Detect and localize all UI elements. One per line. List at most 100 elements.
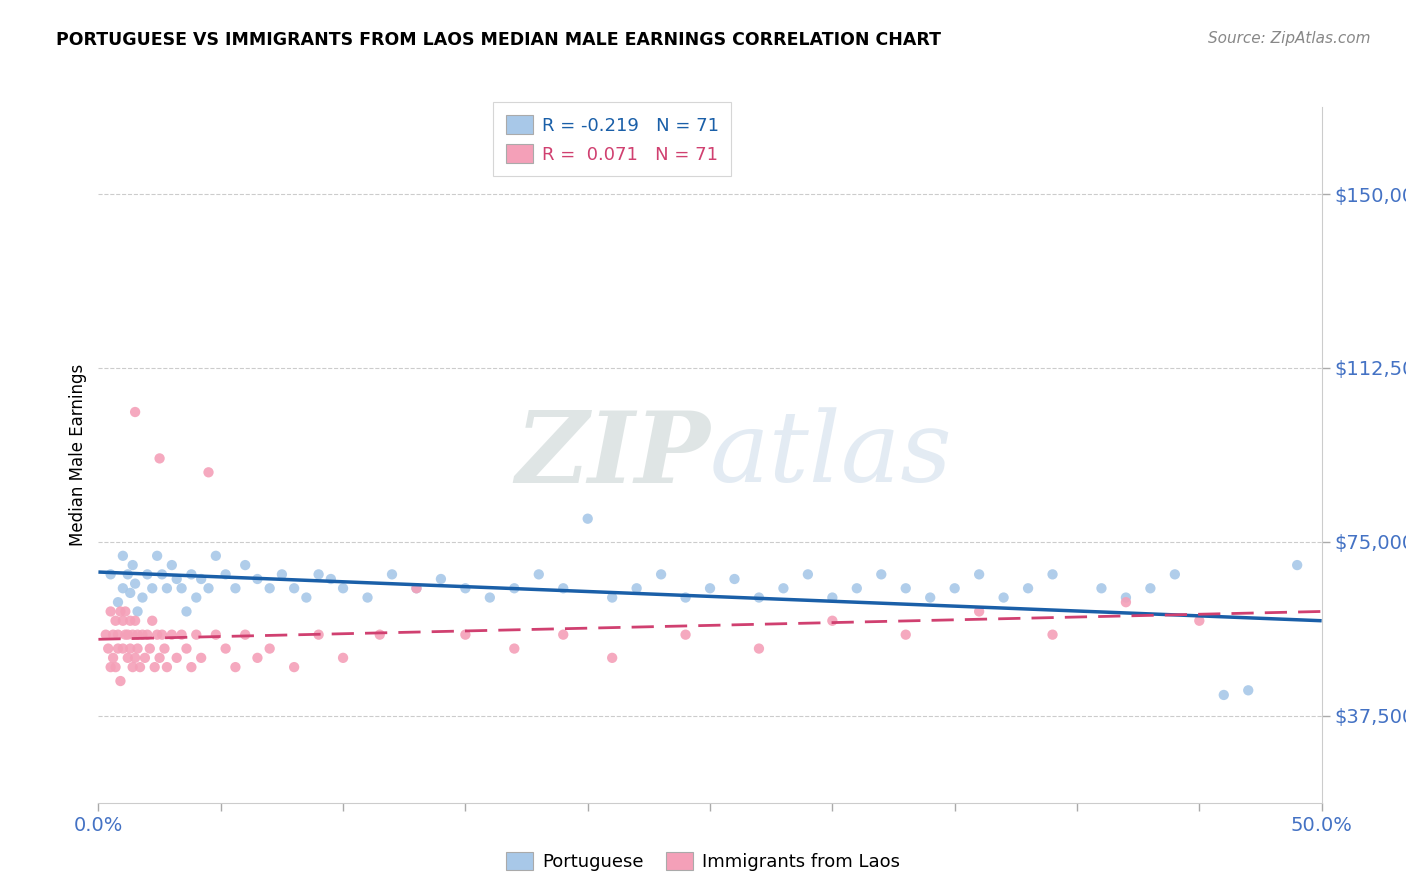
Point bbox=[111, 641, 134, 656]
Point bbox=[283, 660, 305, 674]
Point bbox=[748, 641, 770, 656]
Point bbox=[176, 641, 198, 656]
Point bbox=[405, 582, 427, 596]
Point bbox=[1164, 567, 1187, 582]
Y-axis label: Median Male Earnings: Median Male Earnings bbox=[69, 364, 87, 546]
Point bbox=[186, 591, 208, 605]
Point bbox=[117, 628, 139, 642]
Point bbox=[894, 628, 917, 642]
Point bbox=[146, 549, 169, 563]
Point bbox=[308, 628, 330, 642]
Point bbox=[124, 614, 146, 628]
Point bbox=[104, 660, 127, 674]
Point bbox=[576, 511, 599, 525]
Point bbox=[332, 651, 354, 665]
Point bbox=[967, 567, 990, 582]
Point bbox=[246, 572, 269, 586]
Point bbox=[821, 591, 844, 605]
Point bbox=[111, 582, 134, 596]
Point bbox=[214, 567, 236, 582]
Point bbox=[748, 591, 770, 605]
Point bbox=[246, 651, 269, 665]
Point bbox=[308, 567, 330, 582]
Legend: R = -0.219   N = 71, R =  0.071   N = 71: R = -0.219 N = 71, R = 0.071 N = 71 bbox=[494, 103, 731, 177]
Point bbox=[129, 660, 152, 674]
Point bbox=[120, 586, 142, 600]
Point bbox=[381, 567, 404, 582]
Point bbox=[111, 614, 134, 628]
Point bbox=[205, 549, 228, 563]
Point bbox=[111, 549, 134, 563]
Point bbox=[1017, 582, 1039, 596]
Point bbox=[121, 558, 143, 573]
Point bbox=[143, 660, 166, 674]
Point bbox=[190, 572, 212, 586]
Point bbox=[894, 582, 917, 596]
Point bbox=[205, 628, 228, 642]
Point bbox=[454, 582, 477, 596]
Point bbox=[114, 628, 136, 642]
Point bbox=[723, 572, 745, 586]
Point bbox=[149, 651, 172, 665]
Point bbox=[224, 660, 246, 674]
Point bbox=[197, 582, 219, 596]
Point bbox=[1115, 591, 1137, 605]
Point bbox=[699, 582, 721, 596]
Point bbox=[283, 582, 305, 596]
Legend: Portuguese, Immigrants from Laos: Portuguese, Immigrants from Laos bbox=[499, 845, 907, 879]
Point bbox=[214, 641, 236, 656]
Point bbox=[405, 582, 427, 596]
Point bbox=[146, 628, 169, 642]
Point bbox=[478, 591, 501, 605]
Point bbox=[675, 591, 697, 605]
Point bbox=[224, 582, 246, 596]
Point bbox=[170, 582, 193, 596]
Point bbox=[156, 582, 179, 596]
Point bbox=[107, 641, 129, 656]
Point bbox=[131, 591, 153, 605]
Point bbox=[110, 674, 132, 689]
Point bbox=[356, 591, 378, 605]
Point bbox=[136, 567, 159, 582]
Point bbox=[141, 614, 163, 628]
Point bbox=[124, 651, 146, 665]
Text: PORTUGUESE VS IMMIGRANTS FROM LAOS MEDIAN MALE EARNINGS CORRELATION CHART: PORTUGUESE VS IMMIGRANTS FROM LAOS MEDIA… bbox=[56, 31, 941, 49]
Point bbox=[1237, 683, 1260, 698]
Point bbox=[600, 651, 623, 665]
Point bbox=[97, 641, 120, 656]
Point bbox=[259, 641, 281, 656]
Point bbox=[176, 605, 198, 619]
Point bbox=[1139, 582, 1161, 596]
Point bbox=[1286, 558, 1309, 573]
Point bbox=[121, 660, 143, 674]
Point bbox=[197, 466, 219, 480]
Point bbox=[156, 660, 179, 674]
Point bbox=[120, 614, 142, 628]
Point bbox=[1188, 614, 1211, 628]
Point bbox=[100, 567, 122, 582]
Point bbox=[454, 628, 477, 642]
Point bbox=[186, 628, 208, 642]
Point bbox=[332, 582, 354, 596]
Point bbox=[993, 591, 1015, 605]
Point bbox=[141, 582, 163, 596]
Point bbox=[136, 628, 159, 642]
Text: ZIP: ZIP bbox=[515, 407, 710, 503]
Point bbox=[120, 641, 142, 656]
Point bbox=[797, 567, 820, 582]
Point bbox=[772, 582, 794, 596]
Point bbox=[166, 651, 188, 665]
Point bbox=[967, 605, 990, 619]
Point bbox=[101, 628, 124, 642]
Point bbox=[104, 614, 127, 628]
Point bbox=[675, 628, 697, 642]
Point bbox=[153, 641, 176, 656]
Text: atlas: atlas bbox=[710, 408, 953, 502]
Point bbox=[553, 582, 575, 596]
Point bbox=[1042, 567, 1064, 582]
Point bbox=[124, 576, 146, 591]
Point bbox=[190, 651, 212, 665]
Point bbox=[233, 628, 256, 642]
Point bbox=[94, 628, 117, 642]
Point bbox=[150, 628, 173, 642]
